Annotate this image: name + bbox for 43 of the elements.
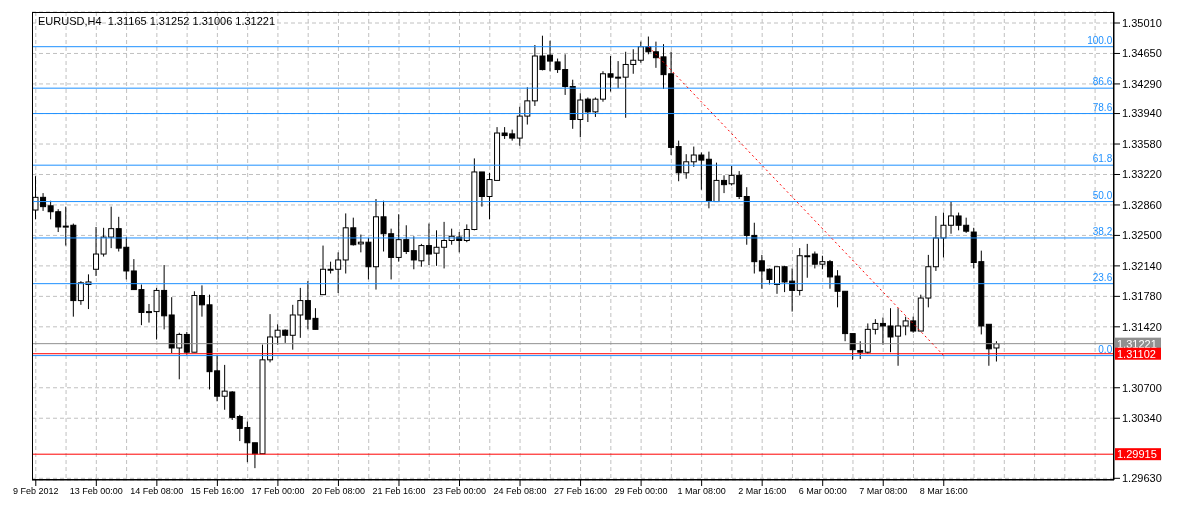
y-tick-label: 1.32140 (1122, 259, 1162, 272)
ref-line-label: 1.31102 (1117, 347, 1156, 360)
x-tick-label: 23 Feb 00:00 (432, 486, 487, 497)
y-tick-label: 1.34650 (1122, 47, 1162, 60)
x-tick-label: 17 Feb 00:00 (251, 486, 305, 497)
y-tick-label: 1.33580 (1122, 137, 1162, 150)
y-tick-label: 1.30700 (1122, 381, 1162, 394)
y-tick-label: 1.32860 (1122, 198, 1162, 211)
y-tick-label: 1.30340 (1122, 412, 1162, 425)
ref-line-label: 1.31221 (1117, 337, 1157, 350)
x-tick-label: 14 Feb 08:00 (130, 486, 184, 497)
x-tick-label: 24 Feb 08:00 (493, 486, 547, 497)
x-tick-label: 9 Feb 2012 (13, 486, 59, 497)
y-tick-label: 1.29630 (1122, 472, 1162, 485)
y-tick-label: 1.35010 (1122, 16, 1162, 29)
y-tick-label: 1.33940 (1122, 107, 1162, 120)
y-tick-label: 1.34290 (1122, 77, 1162, 90)
annotation: 23.6 (1092, 271, 1113, 283)
x-tick-label: 6 Mar 00:00 (798, 486, 847, 497)
annotation: 78.6 (1092, 101, 1113, 113)
x-tick-label: 15 Feb 16:00 (190, 486, 244, 497)
x-tick-label: 13 Feb 00:00 (69, 486, 123, 497)
annotation: 61.8 (1092, 153, 1113, 165)
x-tick-label: 8 Mar 16:00 (919, 486, 968, 497)
y-tick-label: 1.33220 (1122, 168, 1162, 181)
x-tick-label: 20 Feb 08:00 (311, 486, 365, 497)
x-tick-label: 7 Mar 08:00 (859, 486, 908, 497)
candlestick (849, 333, 856, 361)
y-tick-label: 1.31420 (1122, 320, 1162, 333)
x-tick-label: 29 Feb 00:00 (614, 486, 668, 497)
chart-title: EURUSD,H4 1.31165 1.31252 1.31006 1.31221 (38, 15, 276, 27)
x-tick-label: 1 Mar 08:00 (677, 486, 726, 497)
annotation: 0.0 (1098, 343, 1113, 355)
ref-line-label: 1.29915 (1117, 448, 1157, 461)
annotation: 50.0 (1092, 189, 1113, 201)
x-tick-label: 21 Feb 16:00 (372, 486, 426, 497)
annotation: 86.6 (1092, 76, 1113, 88)
x-tick-label: 27 Feb 16:00 (554, 486, 608, 497)
x-tick-label: 2 Mar 16:00 (738, 486, 787, 497)
y-tick-label: 1.32500 (1122, 229, 1162, 242)
annotation: 100.0 (1087, 34, 1113, 46)
annotation: 38.2 (1092, 225, 1113, 237)
y-tick-label: 1.31780 (1122, 290, 1162, 303)
